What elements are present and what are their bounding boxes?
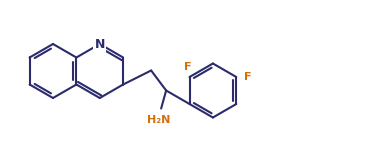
Text: N: N: [95, 37, 105, 50]
Text: F: F: [184, 62, 191, 72]
Text: F: F: [244, 72, 252, 82]
Text: H₂N: H₂N: [148, 114, 171, 125]
